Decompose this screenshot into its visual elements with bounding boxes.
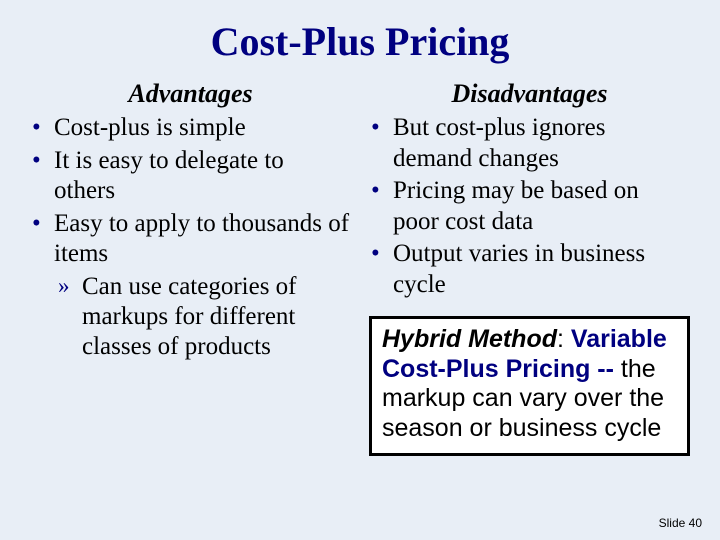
sub-list-item-text: Can use categories of markups for differ… — [82, 273, 297, 360]
columns: Advantages Cost-plus is simple It is eas… — [30, 79, 690, 456]
list-item-text: But cost-plus ignores demand changes — [393, 114, 606, 172]
slide-number: Slide 40 — [659, 516, 702, 530]
hybrid-method-box: Hybrid Method: Variable Cost-Plus Pricin… — [369, 316, 690, 456]
sub-list: Can use categories of markups for differ… — [54, 272, 351, 362]
slide-title: Cost-Plus Pricing — [30, 18, 690, 65]
disadvantages-list: But cost-plus ignores demand changes Pri… — [369, 113, 690, 300]
hybrid-colon: : — [557, 325, 571, 353]
list-item: It is easy to delegate to others — [30, 146, 351, 207]
disadvantages-heading: Disadvantages — [369, 79, 690, 109]
slide: Cost-Plus Pricing Advantages Cost-plus i… — [0, 0, 720, 540]
list-item: Easy to apply to thousands of items Can … — [30, 209, 351, 362]
list-item-text: Pricing may be based on poor cost data — [393, 177, 639, 235]
advantages-column: Advantages Cost-plus is simple It is eas… — [30, 79, 351, 456]
list-item: Pricing may be based on poor cost data — [369, 176, 690, 237]
list-item: Output varies in business cycle — [369, 239, 690, 300]
sub-list-item: Can use categories of markups for differ… — [54, 272, 351, 362]
advantages-list: Cost-plus is simple It is easy to delega… — [30, 113, 351, 362]
list-item: But cost-plus ignores demand changes — [369, 113, 690, 174]
list-item-text: Cost-plus is simple — [54, 114, 246, 141]
list-item-text: Output varies in business cycle — [393, 240, 645, 298]
disadvantages-column: Disadvantages But cost-plus ignores dema… — [369, 79, 690, 456]
advantages-heading: Advantages — [30, 79, 351, 109]
list-item: Cost-plus is simple — [30, 113, 351, 144]
hybrid-label: Hybrid Method — [382, 325, 557, 353]
list-item-text: Easy to apply to thousands of items — [54, 210, 349, 268]
list-item-text: It is easy to delegate to others — [54, 147, 284, 205]
